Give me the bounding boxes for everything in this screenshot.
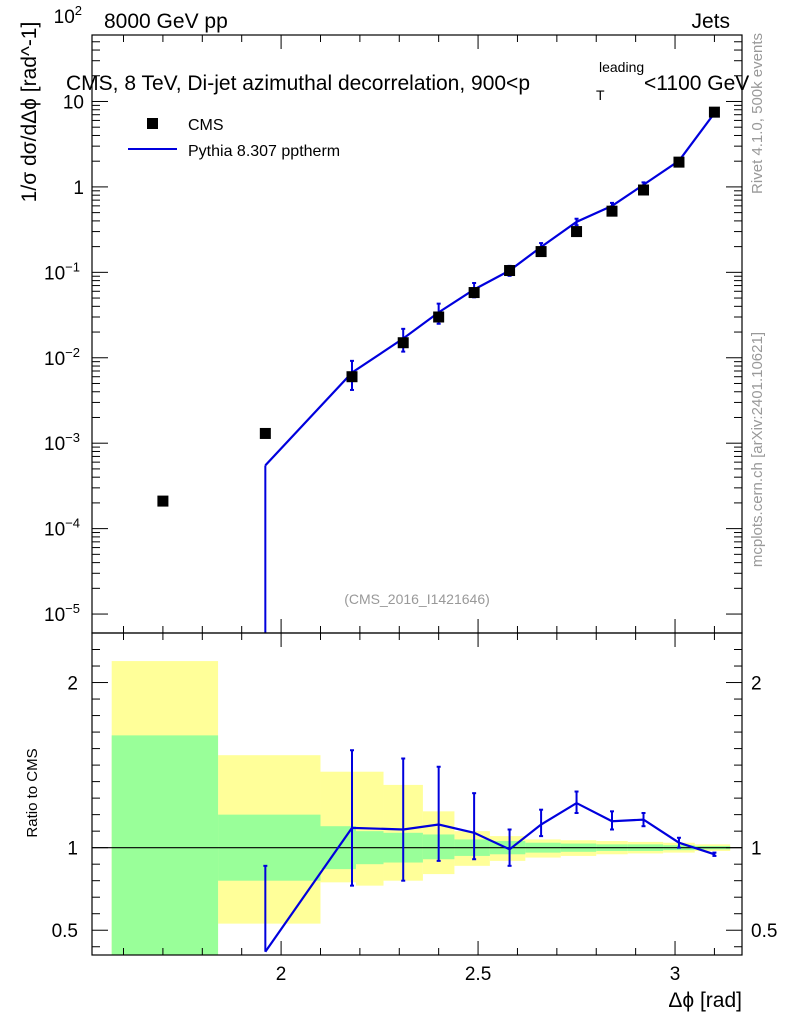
analysis-watermark: (CMS_2016_I1421646) <box>344 591 490 607</box>
legend: CMS Pythia 8.307 pptherm <box>128 117 340 160</box>
y-tick-label: 10−1 <box>44 259 80 284</box>
header-right: Jets <box>691 10 730 33</box>
y-axis-label-text: 1/σ dσ/dΔϕ [rad^-1] <box>18 22 41 203</box>
chart-title-sup: leading <box>599 59 644 75</box>
y-tick-label: 10−4 <box>44 516 80 541</box>
legend-cms-label: CMS <box>188 117 224 134</box>
x-tick-label: 2.5 <box>465 964 491 985</box>
svg-text:1/σ dσ/dΔϕ [rad^-1]: 1/σ dσ/dΔϕ [rad^-1] <box>18 22 41 203</box>
rivet-version-label: Rivet 4.1.0, 500k events <box>749 33 766 194</box>
x-tick-label: 2 <box>276 964 287 985</box>
cms-data-point <box>708 106 720 118</box>
y-axis-label: 1/σ dσ/dΔϕ [rad^-1] <box>18 22 41 203</box>
mc-line <box>264 112 716 467</box>
ratio-panel: 2 2.5 3 0.5 0.5 1 1 2 2 <box>52 632 777 985</box>
cms-data-point <box>433 311 445 323</box>
cms-data-point <box>157 495 169 507</box>
x-axis-label: Δϕ [rad] <box>668 989 742 1012</box>
ratio-y-tick-label: 1 <box>67 839 78 860</box>
cms-data-point <box>571 226 583 238</box>
ratio-y-tick-label-right: 2 <box>751 674 762 695</box>
chart-title-sub: T <box>596 87 605 103</box>
legend-cms-marker <box>147 118 158 129</box>
mcplots-label: mcplots.cern.ch [arXiv:2401.10621] <box>749 332 766 567</box>
uncertainty-band-green <box>111 735 219 955</box>
cms-data-point <box>638 184 650 196</box>
ratio-y-tick-label-right: 0.5 <box>751 921 777 942</box>
cms-data-point <box>673 156 685 168</box>
ratio-mc-line <box>264 801 715 953</box>
cms-data-point <box>397 337 409 349</box>
x-tick-label: 3 <box>670 964 681 985</box>
ratio-y-tick-label-right: 1 <box>751 839 762 860</box>
header-left: 8000 GeV pp <box>104 10 228 33</box>
y-tick-label: 10−5 <box>44 601 80 626</box>
y-tick-label: 102 <box>54 3 82 28</box>
y-tick-label: 10 <box>63 92 84 113</box>
cms-data-point <box>346 371 358 383</box>
ratio-frame <box>91 632 743 956</box>
cms-data-point <box>468 287 480 299</box>
chart-title-end: <1100 GeV <box>644 72 749 95</box>
cms-data-point <box>606 205 618 217</box>
ratio-y-tick-label: 2 <box>67 674 78 695</box>
cms-data-point <box>535 246 547 258</box>
ratio-y-axis-label: Ratio to CMS <box>24 748 41 837</box>
cms-data-point <box>259 427 271 439</box>
cms-data-point <box>504 265 516 277</box>
legend-pythia-label: Pythia 8.307 pptherm <box>188 143 340 160</box>
ratio-y-tick-label: 0.5 <box>52 921 78 942</box>
chart-title: CMS, 8 TeV, Di-jet azimuthal decorrelati… <box>66 72 530 95</box>
y-tick-label: 10−3 <box>44 430 80 455</box>
chart-title-main: CMS, 8 TeV, Di-jet azimuthal decorrelati… <box>66 72 530 95</box>
y-tick-label: 1 <box>73 178 84 199</box>
y-tick-label: 10−2 <box>44 345 80 370</box>
main-panel: 10−5 10−4 10−3 10−2 10−1 1 10 102 <box>44 3 743 634</box>
